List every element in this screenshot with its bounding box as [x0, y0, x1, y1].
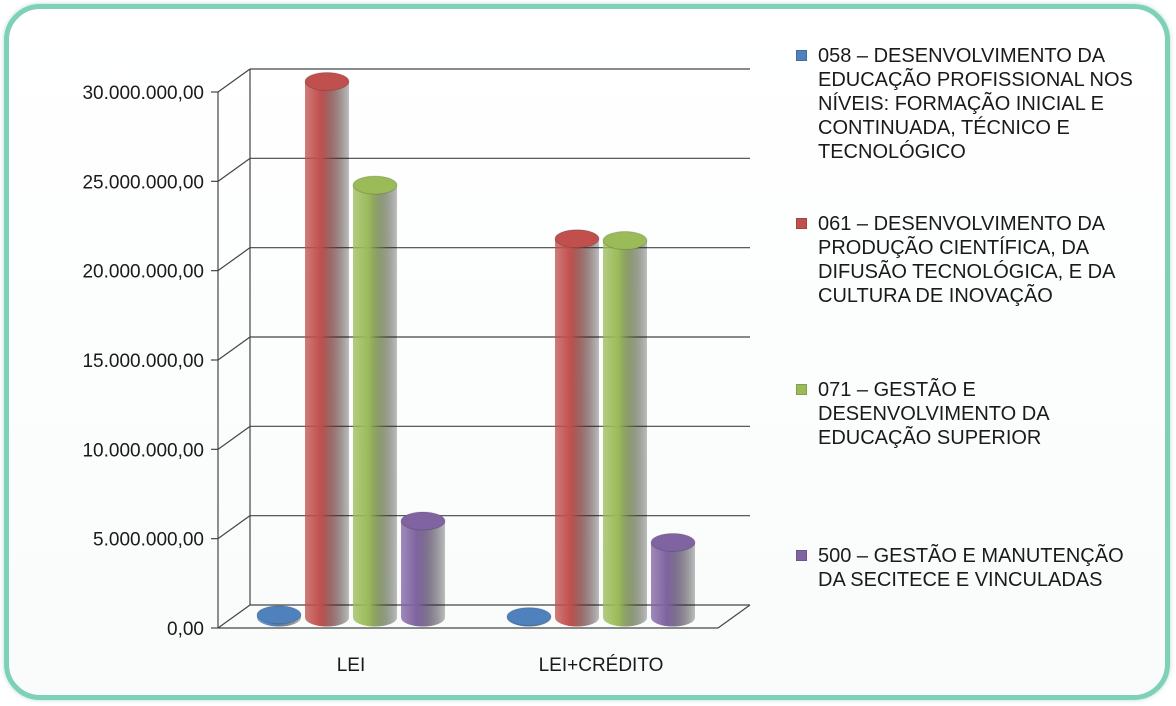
bars — [256, 72, 696, 627]
legend-item-061: 061 – DESENVOLVIMENTO DA PRODUÇÃO CIENTÍ… — [796, 212, 1166, 308]
legend-label-061: 061 – DESENVOLVIMENTO DA PRODUÇÃO CIENTÍ… — [818, 213, 1116, 307]
bar-body — [353, 185, 397, 627]
floor-left-edge — [217, 604, 251, 629]
gridline-slant — [217, 68, 251, 93]
legend-label-071: 071 – GESTÃO E DESENVOLVIMENTO DA EDUCAÇ… — [818, 379, 1050, 449]
bar — [650, 532, 696, 627]
bar — [400, 511, 446, 627]
legend-item-058: 058 – DESENVOLVIMENTO DA EDUCAÇÃO PROFIS… — [796, 44, 1166, 164]
gridline-slant — [217, 336, 251, 361]
gridline-slant — [217, 515, 251, 540]
x-category-label: LEI+CRÉDITO — [539, 655, 664, 676]
y-axis-tick-labels: 0,00 5.000.000,00 10.000.000,00 15.000.000,… — [82, 83, 204, 640]
bar-top — [506, 607, 552, 627]
floor-right-edge — [717, 604, 751, 629]
gridline-slant — [217, 247, 251, 272]
legend-label-500: 500 – GESTÃO E MANUTENÇÃO DA SECITECE E … — [818, 545, 1124, 591]
y-tick-label: 25.000.000,00 — [82, 172, 204, 193]
bar-body — [603, 240, 647, 627]
y-tick-label: 30.000.000,00 — [82, 83, 204, 104]
bar — [506, 607, 552, 627]
y-tick-label: 15.000.000,00 — [82, 351, 204, 372]
y-tick-label: 0,00 — [167, 619, 204, 640]
bar-body — [651, 542, 695, 627]
legend-swatch-500 — [796, 550, 807, 561]
bar-top — [256, 605, 302, 625]
bar-body — [555, 238, 599, 627]
bar-top — [352, 175, 398, 195]
bar-top — [400, 511, 446, 531]
bar — [352, 175, 398, 627]
bar — [304, 72, 350, 627]
legend-swatch-071 — [796, 384, 807, 395]
bar-top — [554, 229, 600, 249]
legend-label-058: 058 – DESENVOLVIMENTO DA EDUCAÇÃO PROFIS… — [818, 45, 1133, 163]
y-tick-label: 5.000.000,00 — [93, 530, 204, 551]
bar — [256, 605, 302, 627]
legend-item-071: 071 – GESTÃO E DESENVOLVIMENTO DA EDUCAÇ… — [796, 378, 1166, 450]
y-tick-label: 20.000.000,00 — [82, 262, 204, 283]
bar-body — [401, 521, 445, 627]
bar — [554, 229, 600, 627]
legend-item-500: 500 – GESTÃO E MANUTENÇÃO DA SECITECE E … — [796, 544, 1166, 592]
bar-top — [650, 532, 696, 552]
legend-swatch-058 — [796, 50, 807, 61]
gridline-slant — [217, 157, 251, 182]
gridline-slant — [217, 425, 251, 450]
x-category-label: LEI — [337, 655, 366, 676]
bar-body — [305, 81, 349, 627]
y-tick-label: 10.000.000,00 — [82, 440, 204, 461]
legend-swatch-061 — [796, 218, 807, 229]
bar — [602, 231, 648, 627]
bar-top — [304, 72, 350, 91]
x-axis-category-labels: LEI LEI+CRÉDITO — [337, 655, 664, 676]
bar-top — [602, 231, 648, 251]
